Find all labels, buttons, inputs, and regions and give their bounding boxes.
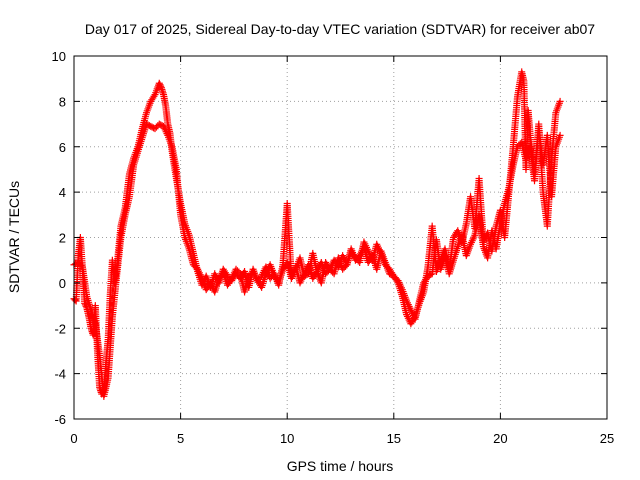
y-tick-label: -4 [54,367,66,382]
data-point [556,131,564,139]
data-point [156,81,164,89]
x-tick-label: 0 [70,431,77,446]
x-tick-label: 20 [493,431,507,446]
y-tick-label: 0 [59,276,66,291]
y-tick-label: 10 [52,49,66,64]
x-tick-label: 25 [600,431,614,446]
y-axis-label: SDTVAR / TECUs [6,181,22,293]
data-point [77,261,85,269]
data-point [71,296,79,304]
y-tick-label: -6 [54,412,66,427]
y-tick-label: 8 [59,94,66,109]
data-point [556,97,564,105]
x-tick-label: 5 [177,431,184,446]
y-tick-label: -2 [54,321,66,336]
y-tick-label: 2 [59,231,66,246]
tick-labels: 0 5 10 15 20 25 -6 -4 -2 0 2 4 6 8 10 [52,49,615,446]
series-2 [70,120,564,400]
data-points-layer [70,68,564,400]
y-tick-label: 4 [59,185,66,200]
data-point [150,92,158,100]
chart-title: Day 017 of 2025, Sidereal Day-to-day VTE… [85,21,595,37]
axis-ticks [73,55,608,420]
x-tick-label: 15 [387,431,401,446]
data-point [157,82,165,90]
data-point [235,268,243,276]
x-tick-label: 10 [280,431,294,446]
y-tick-label: 6 [59,140,66,155]
data-point [227,276,235,284]
x-axis-label: GPS time / hours [287,458,394,474]
data-point [155,79,163,87]
